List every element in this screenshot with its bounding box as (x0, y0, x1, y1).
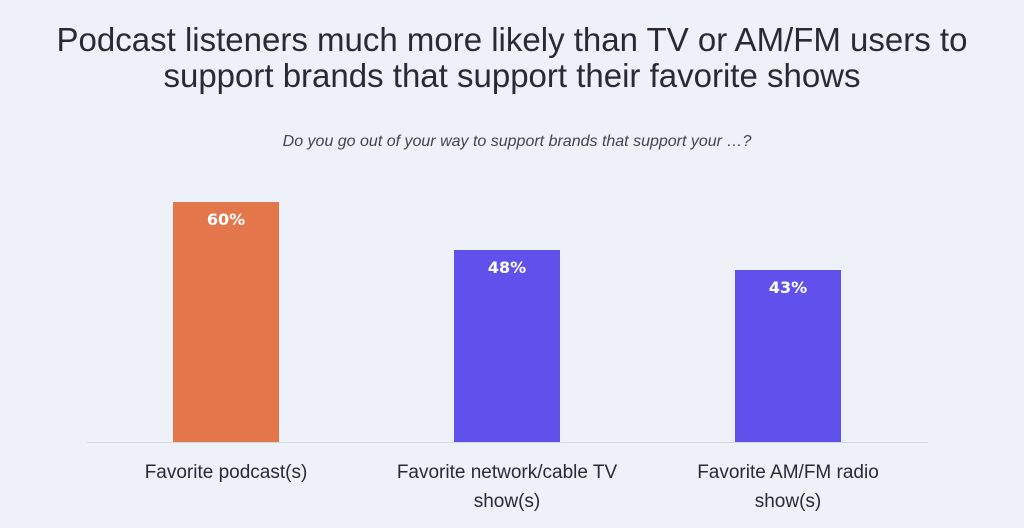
category-label-line: Favorite network/cable TV (396, 462, 618, 483)
title-line-1: Podcast listeners much more likely than … (56, 21, 968, 58)
category-label: Favorite AM/FM radio show(s) (648, 458, 928, 516)
chart-title: Podcast listeners much more likely than … (0, 22, 1024, 94)
bar (454, 250, 560, 442)
bar (735, 270, 841, 442)
data-label: 48% (488, 258, 526, 277)
category-label: Favorite network/cable TV show(s) (367, 458, 647, 516)
category-label-line: Favorite AM/FM radio (697, 462, 879, 483)
bar (173, 202, 279, 442)
data-label: 60% (207, 210, 245, 229)
category-label-line: Favorite podcast(s) (144, 462, 308, 483)
category-label: Favorite podcast(s) (86, 458, 366, 487)
data-label: 43% (769, 278, 807, 297)
chart-subtitle: Do you go out of your way to support bra… (282, 133, 752, 150)
category-label-line: show(s) (473, 491, 541, 512)
title-line-2: support brands that support their favori… (163, 57, 861, 94)
category-label-line: show(s) (754, 491, 822, 512)
